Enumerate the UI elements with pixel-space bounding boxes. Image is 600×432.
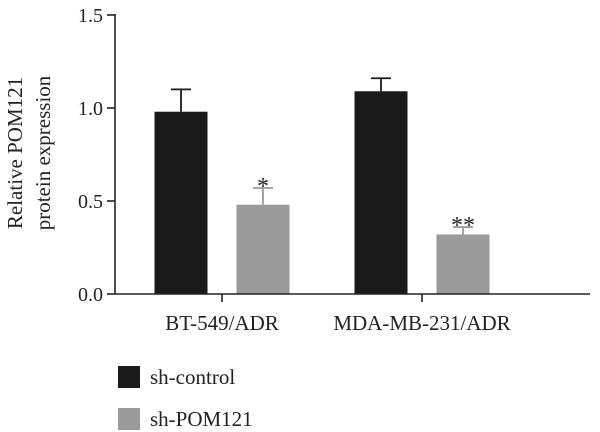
y-tick-label: 0.0 — [78, 284, 103, 306]
bar-sh-POM121-MDA-MB-231/ADR — [436, 234, 490, 294]
bar-sh-control-BT-549/ADR — [154, 111, 208, 294]
y-tick-label: 1.5 — [78, 5, 103, 27]
plot-area: *** — [154, 77, 490, 294]
y-axis: 0.0 0.5 1.0 1.5 — [78, 5, 116, 306]
legend-label: sh-control — [150, 365, 235, 389]
y-tick-label: 1.0 — [78, 98, 103, 120]
significance-marker: ** — [451, 213, 475, 239]
y-axis-label-line-1: Relative POM121 — [3, 77, 27, 229]
legend-label: sh-POM121 — [150, 407, 253, 431]
y-axis-label-line-2: protein expression — [31, 75, 55, 230]
x-tick-label: MDA-MB-231/ADR — [333, 311, 510, 335]
legend-swatch-sh-control — [118, 366, 140, 388]
x-tick-label: BT-549/ADR — [165, 311, 279, 335]
bar-sh-POM121-BT-549/ADR — [236, 204, 290, 294]
legend-swatch-sh-POM121 — [118, 408, 140, 430]
significance-marker: * — [257, 174, 269, 200]
x-axis: BT-549/ADR MDA-MB-231/ADR — [115, 293, 590, 335]
y-tick-label: 0.5 — [78, 191, 103, 213]
legend: sh-control sh-POM121 — [118, 365, 253, 431]
bar-sh-control-MDA-MB-231/ADR — [354, 91, 408, 294]
